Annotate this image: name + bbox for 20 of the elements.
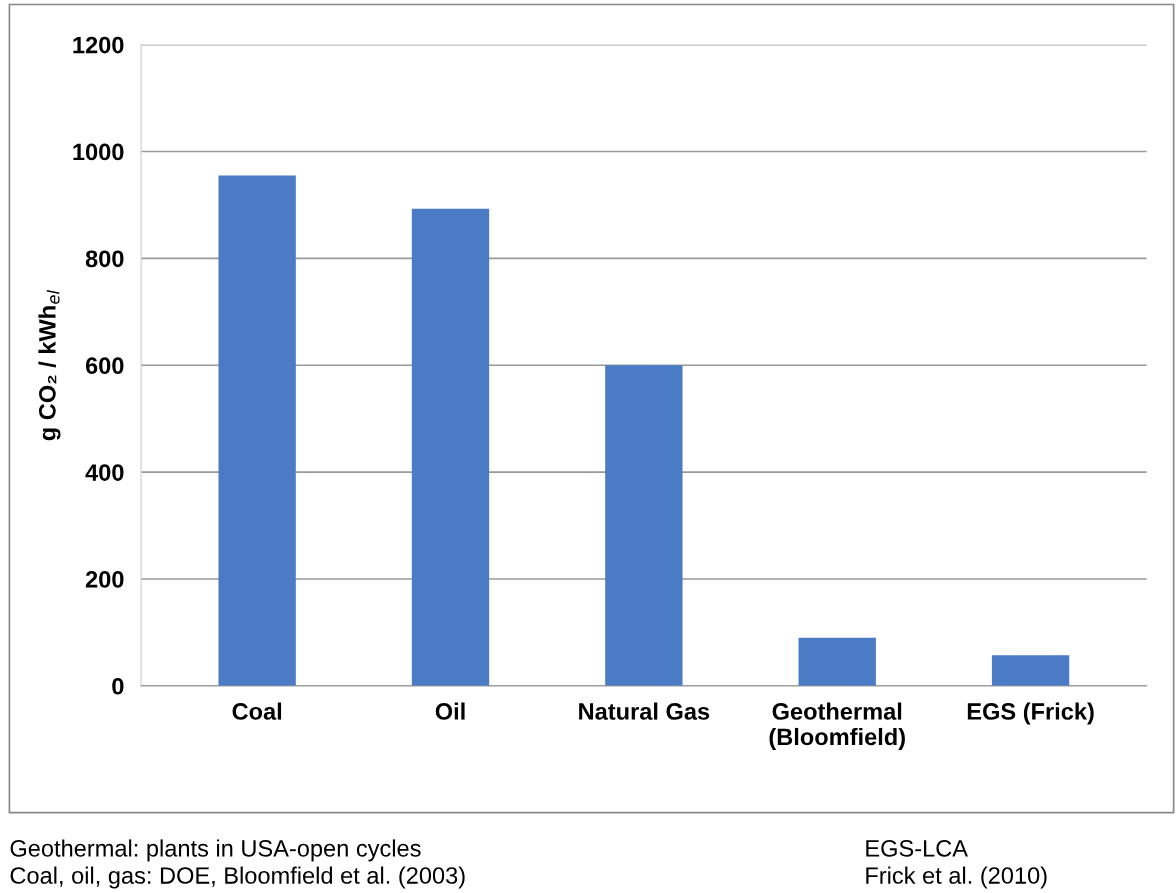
y-tick-label: 1200 — [73, 36, 124, 54]
bar — [798, 637, 876, 686]
y-tick-label: 200 — [85, 571, 124, 588]
text: EGS-LCA Frick et al. (2010) — [866, 840, 1047, 889]
y-axis-title: g CO₂ / kWh$_{el}$ — [38, 289, 61, 441]
y-tick-label: 1000 — [73, 143, 124, 161]
y-tick-label: 400 — [85, 464, 124, 481]
x-tick-label: Geothermal (Bloomfield) — [769, 702, 905, 750]
y-tick-label: 0 — [112, 677, 124, 695]
y-tick-label: 800 — [85, 250, 124, 268]
text: Geothermal: plants in USA-open cycles Coal, oil, gas: DOE, Bloomfield et al. (2003) — [10, 839, 465, 889]
x-tick-label: Natural Gas — [579, 702, 710, 720]
bar — [605, 365, 683, 686]
x-tick-label: Coal — [232, 702, 282, 720]
x-tick-label: EGS (Frick) — [967, 702, 1094, 725]
y-tick-label: 600 — [85, 357, 124, 375]
bar — [218, 175, 296, 686]
x-tick-label: Oil — [435, 702, 465, 720]
bar — [991, 655, 1070, 686]
bar — [411, 208, 490, 686]
